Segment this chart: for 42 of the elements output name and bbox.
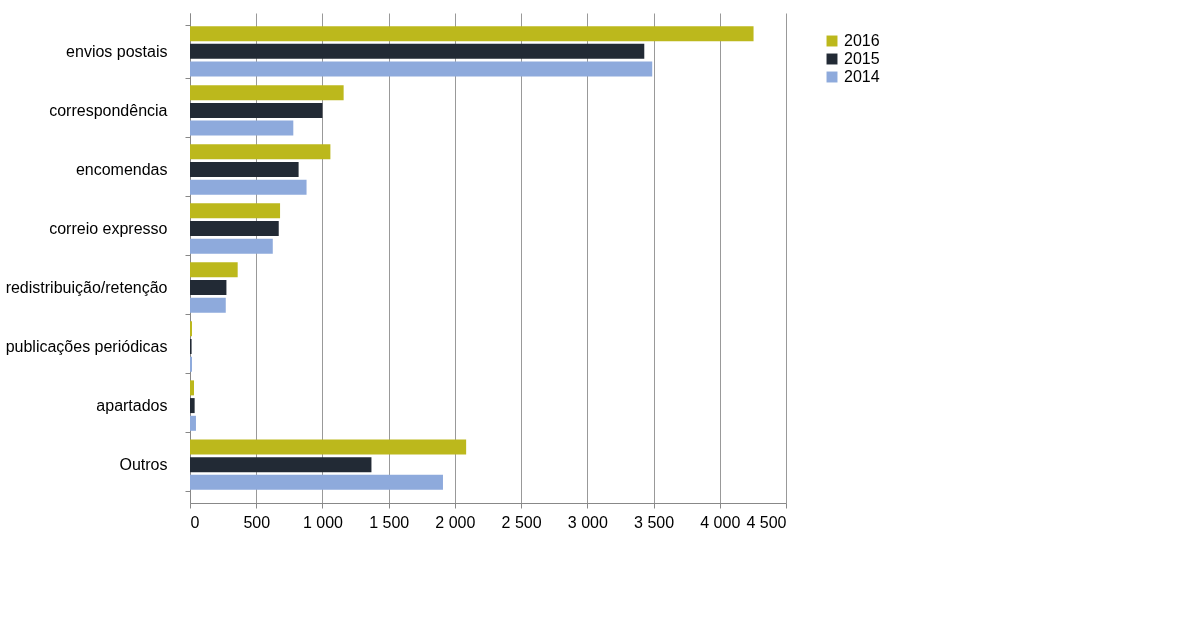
bar [190,220,279,236]
x-tick-label: 2 000 [435,513,476,531]
x-tick-label: 3 500 [634,513,675,531]
bar [190,144,331,160]
bar [190,380,194,396]
bar [190,238,273,254]
x-tick-label: 4 500 [746,513,787,531]
bar [190,161,299,177]
bar [190,61,653,77]
x-tick-label: 4 000 [700,513,741,531]
y-tick-label: encomendas [75,160,168,178]
bar [190,120,294,136]
x-tick-label: 0 [190,513,200,531]
bar [190,85,344,101]
bar [190,457,372,473]
y-tick-label: correio expresso [49,219,168,237]
x-tick-label: 2 500 [501,513,542,531]
bar [190,439,467,455]
bar [190,280,227,296]
bar [190,179,307,195]
y-tick-label: correspondência [49,101,168,119]
bar [190,26,754,42]
x-tick-label: 3 000 [567,513,608,531]
bar [190,262,238,278]
x-tick-label: 500 [243,513,271,531]
legend-label: 2016 [844,32,880,49]
y-tick-label: redistribuição/retenção [5,279,168,297]
bar [190,297,226,313]
bar [190,398,195,414]
legend-label: 2015 [844,50,880,67]
bar [190,43,645,59]
bar [190,203,281,219]
x-tick-label: 1 000 [302,513,344,531]
y-tick-label: apartados [96,397,168,415]
legend-label: 2014 [844,68,880,85]
x-tick-label: 1 500 [369,513,410,531]
bar [190,415,196,431]
y-tick-label: Outros [119,456,168,474]
y-tick-label: envios postais [66,42,168,60]
bar [190,102,323,118]
bar [190,474,443,490]
y-tick-label: publicações periódicas [5,338,168,356]
